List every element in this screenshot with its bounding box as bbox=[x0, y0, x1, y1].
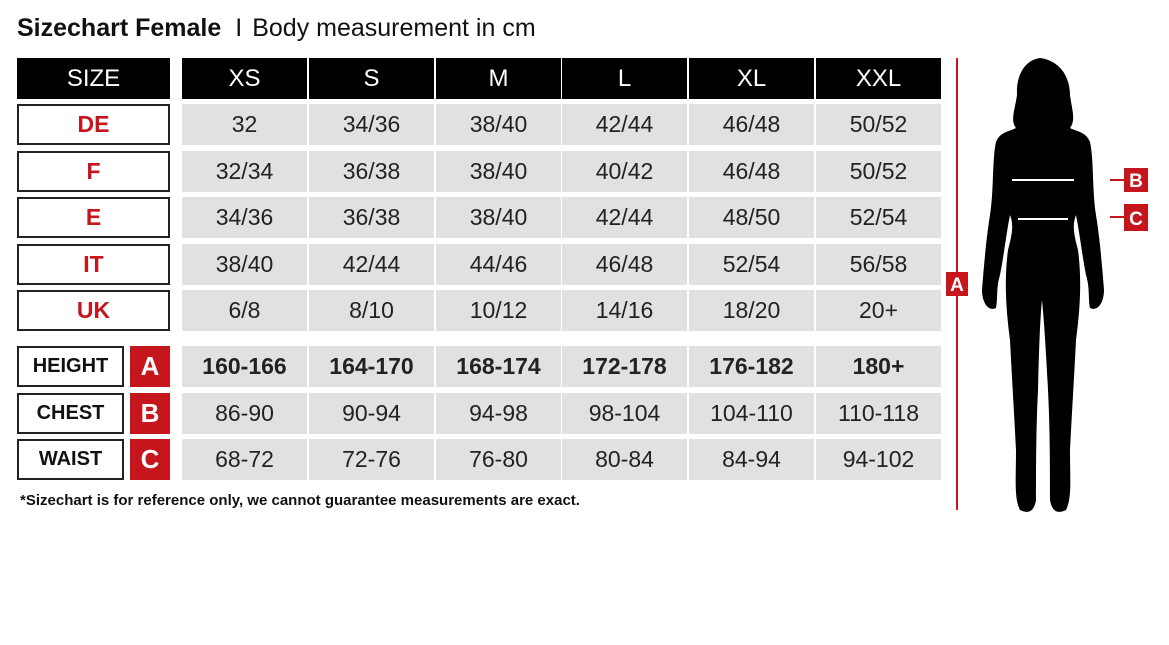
marker-b: B bbox=[1129, 171, 1143, 192]
size-column-header: L bbox=[562, 58, 687, 99]
table-cell: 80-84 bbox=[562, 439, 687, 480]
table-cell: 76-80 bbox=[436, 439, 561, 480]
table-cell: 98-104 bbox=[562, 393, 687, 434]
table-cell: 176-182 bbox=[689, 346, 814, 387]
table-cell: 38/40 bbox=[182, 244, 307, 285]
table-cell: 42/44 bbox=[562, 197, 687, 238]
marker-a: A bbox=[950, 275, 964, 296]
table-cell: 8/10 bbox=[309, 290, 434, 331]
table-cell: 46/48 bbox=[689, 104, 814, 145]
table-cell: 50/52 bbox=[816, 151, 941, 192]
table-cell: 110-118 bbox=[816, 393, 941, 434]
marker-c-box bbox=[1124, 204, 1148, 231]
table-cell: 6/8 bbox=[182, 290, 307, 331]
size-column-header: S bbox=[309, 58, 434, 99]
measurement-row-label: CHEST bbox=[17, 393, 124, 434]
table-cell: 14/16 bbox=[562, 290, 687, 331]
table-cell: 50/52 bbox=[816, 104, 941, 145]
measurement-marker: A bbox=[130, 346, 170, 387]
conversion-row-label: F bbox=[17, 151, 170, 192]
woman-silhouette-icon bbox=[982, 58, 1104, 512]
table-cell: 20+ bbox=[816, 290, 941, 331]
table-cell: 38/40 bbox=[436, 151, 561, 192]
size-column-header: XXL bbox=[816, 58, 941, 99]
conversion-row-label: UK bbox=[17, 290, 170, 331]
table-cell: 10/12 bbox=[436, 290, 561, 331]
conversion-row-label: DE bbox=[17, 104, 170, 145]
marker-b-box bbox=[1124, 168, 1148, 192]
table-cell: 72-76 bbox=[309, 439, 434, 480]
body-silhouette-figure: A B C bbox=[946, 58, 1148, 512]
table-cell: 46/48 bbox=[689, 151, 814, 192]
table-cell: 68-72 bbox=[182, 439, 307, 480]
table-cell: 160-166 bbox=[182, 346, 307, 387]
measurement-row-label: WAIST bbox=[17, 439, 124, 480]
table-cell: 18/20 bbox=[689, 290, 814, 331]
table-cell: 40/42 bbox=[562, 151, 687, 192]
marker-a-box bbox=[946, 272, 968, 296]
title-separator: I bbox=[235, 14, 243, 42]
table-cell: 46/48 bbox=[562, 244, 687, 285]
size-header: SIZE bbox=[17, 58, 170, 99]
table-cell: 42/44 bbox=[562, 104, 687, 145]
table-cell: 42/44 bbox=[309, 244, 434, 285]
marker-c: C bbox=[1129, 209, 1143, 230]
table-cell: 172-178 bbox=[562, 346, 687, 387]
table-cell: 94-98 bbox=[436, 393, 561, 434]
footnote: *Sizechart is for reference only, we can… bbox=[20, 492, 580, 509]
size-column-header: M bbox=[436, 58, 561, 99]
table-cell: 52/54 bbox=[689, 244, 814, 285]
measurement-row-label: HEIGHT bbox=[17, 346, 124, 387]
table-cell: 36/38 bbox=[309, 197, 434, 238]
table-cell: 38/40 bbox=[436, 104, 561, 145]
table-cell: 56/58 bbox=[816, 244, 941, 285]
title-main: Sizechart Female bbox=[17, 14, 222, 42]
table-cell: 34/36 bbox=[182, 197, 307, 238]
table-cell: 86-90 bbox=[182, 393, 307, 434]
table-cell: 38/40 bbox=[436, 197, 561, 238]
table-cell: 94-102 bbox=[816, 439, 941, 480]
table-cell: 90-94 bbox=[309, 393, 434, 434]
table-cell: 104-110 bbox=[689, 393, 814, 434]
conversion-row-label: E bbox=[17, 197, 170, 238]
size-column-header: XS bbox=[182, 58, 307, 99]
title-sub: Body measurement in cm bbox=[252, 14, 536, 42]
table-cell: 36/38 bbox=[309, 151, 434, 192]
table-cell: 164-170 bbox=[309, 346, 434, 387]
table-cell: 84-94 bbox=[689, 439, 814, 480]
table-cell: 32/34 bbox=[182, 151, 307, 192]
table-cell: 48/50 bbox=[689, 197, 814, 238]
table-cell: 44/46 bbox=[436, 244, 561, 285]
table-cell: 32 bbox=[182, 104, 307, 145]
measurement-marker: B bbox=[130, 393, 170, 434]
table-cell: 52/54 bbox=[816, 197, 941, 238]
size-column-header: XL bbox=[689, 58, 814, 99]
table-cell: 180+ bbox=[816, 346, 941, 387]
measurement-marker: C bbox=[130, 439, 170, 480]
table-cell: 168-174 bbox=[436, 346, 561, 387]
table-cell: 34/36 bbox=[309, 104, 434, 145]
page-title: Sizechart Female I Body measurement in cm bbox=[17, 14, 536, 43]
conversion-row-label: IT bbox=[17, 244, 170, 285]
